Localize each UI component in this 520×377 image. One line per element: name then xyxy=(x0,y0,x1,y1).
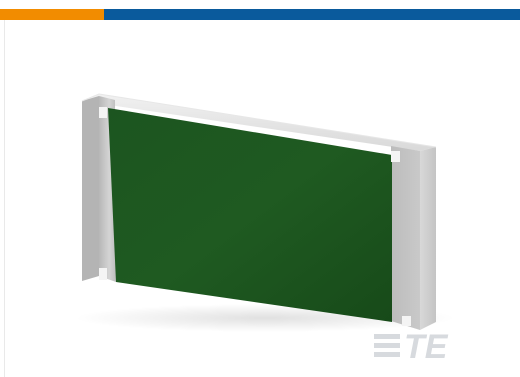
te-logo: TE xyxy=(374,328,449,363)
brand-bar-orange xyxy=(0,9,104,20)
te-logo-text: TE xyxy=(404,328,449,363)
brand-bar-blue xyxy=(104,9,520,20)
brand-color-bar xyxy=(0,9,520,20)
frame-divider xyxy=(4,20,5,377)
